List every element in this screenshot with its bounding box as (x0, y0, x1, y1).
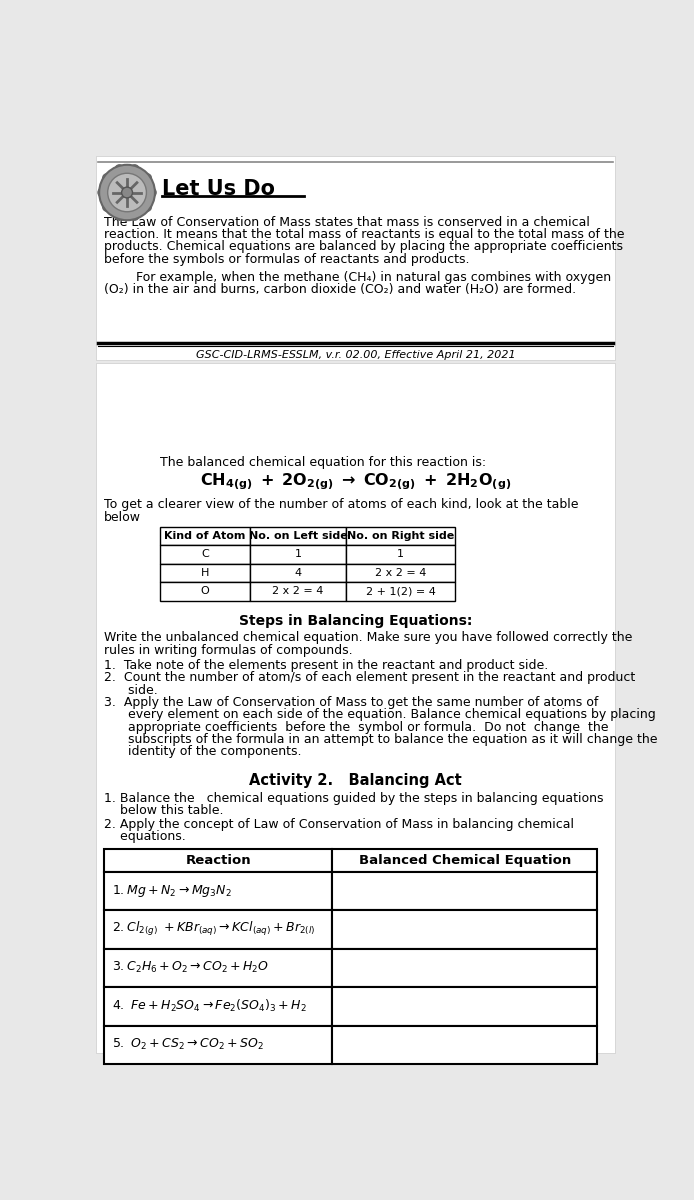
Ellipse shape (115, 164, 124, 173)
FancyBboxPatch shape (346, 582, 455, 601)
Ellipse shape (103, 174, 111, 182)
Text: 2.  Count the number of atom/s of each element present in the reactant and produ: 2. Count the number of atom/s of each el… (104, 672, 635, 684)
Text: rules in writing formulas of compounds.: rules in writing formulas of compounds. (104, 643, 353, 656)
FancyBboxPatch shape (96, 156, 616, 360)
Text: reaction. It means that the total mass of reactants is equal to the total mass o: reaction. It means that the total mass o… (104, 228, 625, 241)
Text: C: C (201, 550, 209, 559)
Text: The Law of Conservation of Mass states that mass is conserved in a chemical: The Law of Conservation of Mass states t… (104, 216, 590, 229)
Ellipse shape (121, 187, 133, 198)
Text: Kind of Atom: Kind of Atom (164, 530, 246, 541)
FancyBboxPatch shape (104, 988, 332, 1026)
Text: H: H (201, 568, 209, 578)
FancyBboxPatch shape (250, 545, 346, 564)
Ellipse shape (108, 173, 146, 211)
FancyBboxPatch shape (346, 564, 455, 582)
Ellipse shape (143, 174, 151, 182)
Text: $2.Cl_{2(g)}\ +KBr_{(aq)} \rightarrow KCl_{(aq)} + Br_{2(l)}$: $2.Cl_{2(g)}\ +KBr_{(aq)} \rightarrow KC… (112, 920, 315, 938)
FancyBboxPatch shape (346, 545, 455, 564)
Text: every element on each side of the equation. Balance chemical equations by placin: every element on each side of the equati… (104, 708, 656, 721)
Ellipse shape (130, 211, 139, 220)
Text: O: O (201, 587, 210, 596)
FancyBboxPatch shape (104, 848, 332, 871)
Text: appropriate coefficients  before the  symbol or formula.  Do not  change  the: appropriate coefficients before the symb… (104, 721, 609, 733)
Text: $5.\ O_2 + CS_2 \rightarrow CO_2 + SO_2$: $5.\ O_2 + CS_2 \rightarrow CO_2 + SO_2$ (112, 1037, 263, 1052)
Text: No. on Left side: No. on Left side (248, 530, 347, 541)
FancyBboxPatch shape (332, 910, 598, 949)
Ellipse shape (98, 188, 106, 197)
Text: $3.C_2H_6 + O_2 \rightarrow CO_2 + H_2O$: $3.C_2H_6 + O_2 \rightarrow CO_2 + H_2O$ (112, 960, 269, 976)
Text: 2 x 2 = 4: 2 x 2 = 4 (272, 587, 323, 596)
FancyBboxPatch shape (96, 364, 616, 1052)
FancyBboxPatch shape (160, 527, 250, 545)
FancyBboxPatch shape (104, 949, 332, 988)
Text: Write the unbalanced chemical equation. Make sure you have followed correctly th: Write the unbalanced chemical equation. … (104, 631, 632, 644)
FancyBboxPatch shape (250, 564, 346, 582)
Text: GSC-CID-LRMS-ESSLM, v.r. 02.00, Effective April 21, 2021: GSC-CID-LRMS-ESSLM, v.r. 02.00, Effectiv… (196, 350, 516, 360)
FancyBboxPatch shape (160, 564, 250, 582)
Text: 2. Apply the concept of Law of Conservation of Mass in balancing chemical: 2. Apply the concept of Law of Conservat… (104, 817, 574, 830)
Text: Steps in Balancing Equations:: Steps in Balancing Equations: (239, 614, 473, 629)
Ellipse shape (143, 203, 151, 211)
FancyBboxPatch shape (332, 848, 598, 871)
Text: (O₂) in the air and burns, carbon dioxide (CO₂) and water (H₂O) are formed.: (O₂) in the air and burns, carbon dioxid… (104, 283, 576, 296)
Text: Let Us Do: Let Us Do (162, 179, 275, 199)
Text: $4.\ Fe + H_2SO_4 \rightarrow Fe_2(SO_4)_3 + H_2$: $4.\ Fe + H_2SO_4 \rightarrow Fe_2(SO_4)… (112, 998, 306, 1014)
Text: equations.: equations. (104, 830, 185, 844)
Ellipse shape (115, 211, 124, 220)
Text: For example, when the methane (CH₄) in natural gas combines with oxygen: For example, when the methane (CH₄) in n… (104, 271, 611, 284)
Text: 3.  Apply the Law of Conservation of Mass to get the same number of atoms of: 3. Apply the Law of Conservation of Mass… (104, 696, 598, 709)
Text: side.: side. (104, 684, 158, 697)
Text: 1.  Take note of the elements present in the reactant and product side.: 1. Take note of the elements present in … (104, 659, 548, 672)
FancyBboxPatch shape (332, 871, 598, 910)
Text: 1. Balance the   chemical equations guided by the steps in balancing equations: 1. Balance the chemical equations guided… (104, 792, 603, 804)
Text: before the symbols or formulas of reactants and products.: before the symbols or formulas of reacta… (104, 252, 469, 265)
FancyBboxPatch shape (104, 910, 332, 949)
Text: No. on Right side: No. on Right side (347, 530, 455, 541)
Ellipse shape (148, 188, 156, 197)
Text: Activity 2.   Balancing Act: Activity 2. Balancing Act (249, 773, 462, 788)
FancyBboxPatch shape (332, 1026, 598, 1064)
Text: 2 x 2 = 4: 2 x 2 = 4 (375, 568, 426, 578)
Text: below: below (104, 510, 141, 523)
FancyBboxPatch shape (250, 582, 346, 601)
Text: subscripts of the formula in an attempt to balance the equation as it will chang: subscripts of the formula in an attempt … (104, 733, 657, 746)
FancyBboxPatch shape (104, 1026, 332, 1064)
FancyBboxPatch shape (104, 871, 332, 910)
FancyBboxPatch shape (332, 988, 598, 1026)
FancyBboxPatch shape (160, 582, 250, 601)
Text: 4: 4 (294, 568, 301, 578)
Text: 1: 1 (397, 550, 404, 559)
Text: below this table.: below this table. (104, 804, 223, 817)
Text: 1: 1 (294, 550, 301, 559)
Ellipse shape (130, 164, 139, 173)
Text: identity of the components.: identity of the components. (104, 745, 301, 758)
Text: Reaction: Reaction (185, 853, 251, 866)
Text: $1.Mg + N_2 \rightarrow Mg_3N_2$: $1.Mg + N_2 \rightarrow Mg_3N_2$ (112, 883, 231, 899)
Ellipse shape (99, 164, 155, 221)
FancyBboxPatch shape (332, 949, 598, 988)
Text: 2 + 1(2) = 4: 2 + 1(2) = 4 (366, 587, 436, 596)
Text: Balanced Chemical Equation: Balanced Chemical Equation (359, 853, 571, 866)
Text: The balanced chemical equation for this reaction is:: The balanced chemical equation for this … (160, 456, 486, 469)
FancyBboxPatch shape (346, 527, 455, 545)
FancyBboxPatch shape (250, 527, 346, 545)
Text: products. Chemical equations are balanced by placing the appropriate coefficient: products. Chemical equations are balance… (104, 240, 623, 253)
Text: $\mathbf{CH_{4(g)}\ +\ 2O_{2(g)}\ \rightarrow\ CO_{2(g)}\ +\ 2H_2O_{(g)}}$: $\mathbf{CH_{4(g)}\ +\ 2O_{2(g)}\ \right… (200, 472, 511, 492)
FancyBboxPatch shape (160, 545, 250, 564)
Ellipse shape (103, 203, 111, 211)
Text: To get a clearer view of the number of atoms of each kind, look at the table: To get a clearer view of the number of a… (104, 498, 578, 511)
